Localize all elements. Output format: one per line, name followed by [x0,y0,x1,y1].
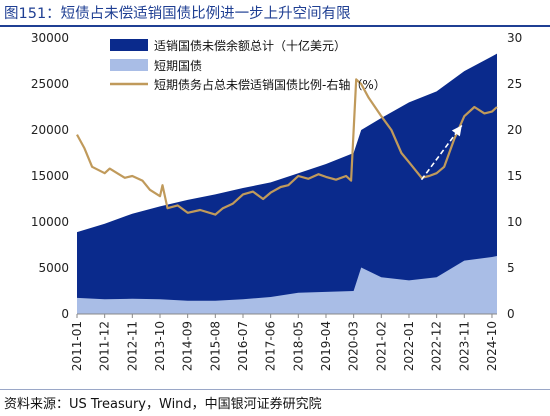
short-term-bills-area [77,256,497,314]
x-tick-label: 2012-11 [125,321,139,371]
x-tick-label: 2020-03 [347,321,361,371]
x-tick-label: 2024-10 [485,321,499,371]
x-tick-label: 2015-08 [208,321,222,371]
x-tick-label: 2016-07 [236,321,250,371]
x-tick-label: 2011-01 [70,321,84,371]
x-tick-label: 2022-01 [402,321,416,371]
source-note: 资料来源：US Treasury，Wind，中国银河证券研究院 [4,397,322,412]
x-tick-label: 2021-02 [374,321,388,371]
y-right-tick-label: 15 [507,169,522,183]
y-right-tick-label: 30 [507,31,522,45]
y-right-tick-label: 25 [507,77,522,91]
x-tick-label: 2022-12 [430,321,444,371]
y-right-tick-label: 20 [507,123,522,137]
x-tick-label: 2013-10 [153,321,167,371]
legend-label-total: 适销国债未偿余额总计（十亿美元） [154,38,346,53]
y-left-tick-label: 0 [61,307,69,321]
legend-swatch-short [110,59,148,71]
legend-label-short: 短期国债 [154,59,202,73]
y-left-tick-label: 30000 [31,31,69,45]
short-debt-ratio-line [76,78,498,216]
y-left-tick-label: 20000 [31,123,69,137]
x-tick-label: 2018-05 [291,321,305,371]
x-tick-label: 2017-06 [264,321,278,371]
x-tick-label: 2019-04 [319,321,333,371]
y-right-tick-label: 5 [507,261,515,275]
legend-label-ratio: 短期债务占总未偿适销国债比例-右轴（%） [154,77,386,92]
x-tick-label: 2023-11 [457,321,471,371]
chart: 0 5000 10000 15000 20000 25000 30000 0 5 10 15 20 25… [31,31,522,371]
title-rule [0,25,550,27]
source-rule [0,389,550,390]
y-right-tick-label: 0 [507,307,515,321]
x-tick-label: 2014-09 [181,321,195,371]
figure-title: 图151：短债占未偿适销国债比例进一步上升空间有限 [4,6,351,22]
plot-area: 0 5000 10000 15000 20000 25000 30000 0 5 10 15 20 25… [31,31,522,371]
trend-arrow-shaft [420,124,463,181]
y-right-tick-label: 10 [507,215,522,229]
legend: 适销国债未偿余额总计（十亿美元） 短期国债 短期债务占总未偿适销国债比例-右轴（… [110,38,386,92]
y-left-tick-label: 5000 [38,261,69,275]
y-left-tick-label: 10000 [31,215,69,229]
y-left-tick-label: 25000 [31,77,69,91]
legend-swatch-total [110,39,148,51]
y-left-tick-label: 15000 [31,169,69,183]
total-outstanding-area [77,53,497,314]
trend-arrow-head [451,125,462,137]
x-tick-label: 2011-12 [98,321,112,371]
